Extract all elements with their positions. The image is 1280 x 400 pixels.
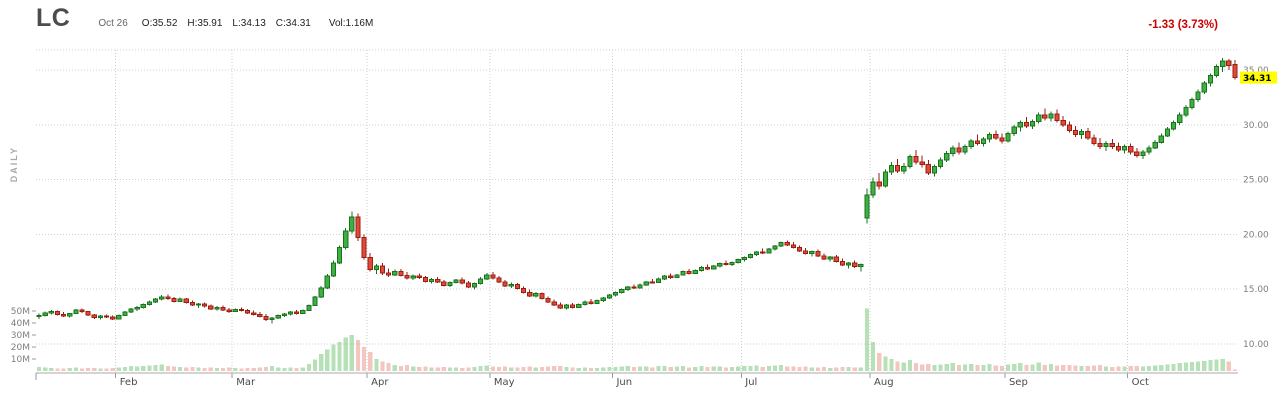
volume-axis-label: 50M [11, 307, 30, 317]
quote-low: L:34.13 [232, 18, 266, 29]
month-axis-label: Sep [1009, 377, 1028, 388]
price-axis-label: 10.00 [1243, 340, 1269, 350]
quote-open: O:35.52 [141, 18, 178, 29]
month-axis-label: Mar [236, 377, 256, 388]
month-axis-label: Apr [371, 377, 389, 388]
quote-date: Oct 26 [98, 18, 128, 29]
candles [36, 57, 1238, 324]
gridlines [36, 49, 1238, 373]
volume-axis-label: 30M [11, 331, 30, 341]
quote-volume: Vol:1.16M [328, 18, 374, 29]
quote-info: Oct 26 O:35.52 H:35.91 L:34.13 C:34.31 V… [98, 18, 373, 29]
axes: 10.00 15.00 20.00 25.00 30.00 35.00 10M 20M 30M 4… [11, 66, 1269, 388]
price-axis-label: 30.00 [1243, 121, 1269, 131]
volume-axis-label: 40M [11, 319, 30, 329]
volume-axis-label: 10M [11, 355, 30, 365]
quote-close: C:34.31 [275, 18, 311, 29]
ticker-symbol: LC [36, 4, 71, 32]
price-change-label: -1.33 (3.73%) [1148, 19, 1218, 31]
price-axis-label: 20.00 [1243, 230, 1269, 240]
quote-high: H:35.91 [187, 18, 223, 29]
month-axis-label: May [494, 377, 515, 388]
month-axis-label: Jun [615, 377, 632, 388]
price-axis-label: 25.00 [1243, 176, 1269, 186]
chart-header: LC Oct 26 O:35.52 H:35.91 L:34.13 C:34.3… [36, 5, 373, 31]
month-axis-label: Jul [744, 377, 757, 388]
month-axis-label: Aug [874, 377, 894, 388]
volume-bars [36, 308, 1238, 371]
timeframe-label: DAILY [9, 146, 19, 183]
last-price-value: 34.31 [1243, 74, 1271, 84]
price-axis-label: 35.00 [1243, 66, 1269, 76]
last-price-tag: 34.31 [1240, 71, 1277, 84]
month-axis-label: Feb [120, 377, 138, 388]
month-axis-label: Oct [1132, 377, 1149, 388]
price-axis-label: 15.00 [1243, 285, 1269, 295]
volume-axis-label: 20M [11, 343, 30, 353]
